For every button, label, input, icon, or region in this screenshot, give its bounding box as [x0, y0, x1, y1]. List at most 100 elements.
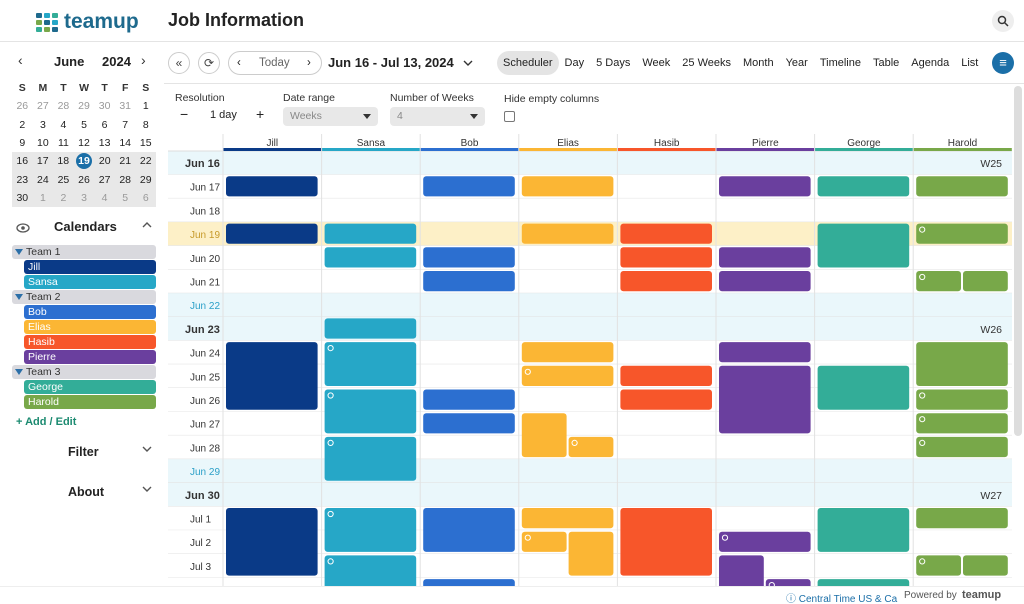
mini-cal-day[interactable]: 31 [119, 100, 132, 113]
event-block[interactable] [568, 436, 614, 458]
event-block[interactable] [423, 389, 515, 410]
next-period-button[interactable]: › [307, 57, 311, 69]
view-tab[interactable]: Week [642, 57, 671, 69]
mini-cal-day[interactable]: 28 [119, 173, 132, 186]
mini-cal-day[interactable]: 27 [37, 100, 49, 113]
event-block[interactable] [521, 531, 567, 552]
view-tab[interactable]: List [961, 57, 979, 69]
calendar-item[interactable]: Sansa [24, 275, 156, 289]
event-block[interactable] [568, 531, 614, 576]
event-block[interactable] [620, 365, 712, 386]
event-block[interactable] [817, 365, 910, 410]
event-block[interactable] [817, 508, 910, 552]
mini-cal-day[interactable]: 7 [122, 118, 129, 131]
calendar-item[interactable]: Jill [24, 260, 156, 274]
mini-cal-next-button[interactable]: › [141, 52, 146, 68]
event-block[interactable] [226, 508, 318, 576]
calendar-item[interactable]: Pierre [24, 350, 156, 364]
date-range-select[interactable]: Weeks [283, 107, 378, 126]
hide-empty-checkbox[interactable] [504, 111, 515, 122]
event-block[interactable] [719, 271, 811, 292]
mini-cal-day[interactable]: 6 [142, 191, 149, 204]
mini-cal-day[interactable]: 10 [37, 137, 49, 150]
event-block[interactable] [765, 579, 811, 586]
event-block[interactable] [963, 271, 1008, 292]
mini-cal-day[interactable]: 23 [16, 173, 29, 186]
event-block[interactable] [521, 508, 614, 529]
event-block[interactable] [620, 508, 712, 576]
view-tab[interactable]: 25 Weeks [682, 57, 731, 69]
event-block[interactable] [817, 176, 910, 197]
event-block[interactable] [324, 436, 417, 481]
event-block[interactable] [817, 579, 910, 586]
event-block[interactable] [817, 223, 910, 268]
mini-cal-day[interactable]: 4 [101, 191, 108, 204]
mini-cal-day[interactable]: 18 [57, 155, 70, 168]
event-block[interactable] [324, 318, 417, 339]
vertical-scrollbar[interactable] [1014, 86, 1022, 436]
mini-cal-day[interactable]: 29 [139, 173, 152, 186]
view-tab[interactable]: Agenda [911, 57, 950, 69]
team-group-2[interactable]: Team 2 [12, 290, 156, 304]
mini-cal-day[interactable]: 22 [139, 155, 152, 168]
event-block[interactable] [423, 413, 515, 434]
mini-cal-day[interactable]: 12 [78, 137, 90, 150]
view-tab[interactable]: Table [872, 57, 900, 69]
event-block[interactable] [916, 342, 1008, 386]
mini-cal-day[interactable]: 16 [16, 155, 29, 168]
date-range-picker[interactable]: Jun 16 - Jul 13, 2024 [328, 55, 473, 70]
event-block[interactable] [521, 342, 614, 363]
mini-cal-day[interactable]: 8 [142, 118, 149, 131]
mini-cal-day[interactable]: 2 [19, 118, 26, 131]
timezone-link[interactable]: ⓘ Central Time US & Ca [786, 594, 898, 604]
event-block[interactable] [620, 247, 712, 268]
add-edit-link[interactable]: + Add / Edit [16, 416, 77, 428]
event-block[interactable] [916, 176, 1008, 197]
calendar-item[interactable]: Hasib [24, 335, 156, 349]
event-block[interactable] [423, 271, 515, 292]
team-group-3[interactable]: Team 3 [12, 365, 156, 379]
chevron-down-icon[interactable] [142, 444, 152, 456]
mini-cal-day[interactable]: 29 [78, 100, 90, 113]
event-block[interactable] [226, 176, 318, 197]
mini-cal-day[interactable]: 13 [98, 137, 111, 150]
calendar-item[interactable]: Elias [24, 320, 156, 334]
mini-cal-day[interactable]: 17 [36, 155, 49, 168]
event-block[interactable] [423, 579, 515, 586]
mini-cal-day[interactable]: 6 [101, 118, 108, 131]
footer-brand[interactable]: teamup [962, 589, 1002, 601]
event-block[interactable] [719, 342, 811, 363]
today-button[interactable]: Today [259, 57, 290, 69]
event-block[interactable] [521, 223, 614, 244]
mini-cal-day[interactable]: 25 [57, 173, 70, 186]
refresh-button[interactable]: ⟳ [198, 52, 220, 74]
mini-cal-day[interactable]: 20 [98, 155, 111, 168]
event-block[interactable] [226, 342, 318, 410]
view-tab[interactable]: 5 Days [596, 57, 631, 69]
prev-period-button[interactable]: ‹ [237, 57, 241, 69]
event-block[interactable] [521, 413, 567, 458]
chevron-up-icon[interactable] [142, 219, 152, 231]
mini-cal-day[interactable]: 14 [119, 137, 132, 150]
event-block[interactable] [916, 436, 1008, 458]
mini-cal-day[interactable]: 24 [37, 173, 49, 186]
mini-cal-week[interactable]: 30 1 2 3 4 5 6 [12, 188, 156, 208]
event-block[interactable] [423, 508, 515, 552]
mini-cal-day[interactable]: 3 [81, 191, 87, 204]
event-block[interactable] [423, 176, 515, 197]
increase-resolution-button[interactable]: + [256, 106, 265, 122]
mini-cal-week[interactable]: 23 24 25 26 27 28 29 [12, 170, 156, 189]
event-block[interactable] [620, 389, 712, 410]
teamup-logo[interactable]: teamup [36, 10, 139, 34]
mini-cal-day[interactable]: 4 [60, 118, 67, 131]
event-block[interactable] [521, 365, 614, 386]
event-block[interactable] [916, 223, 1008, 244]
mini-cal-day[interactable]: 30 [98, 100, 111, 113]
event-block[interactable] [324, 342, 417, 386]
event-block[interactable] [719, 531, 811, 552]
event-block[interactable] [719, 247, 811, 268]
event-block[interactable] [916, 555, 961, 576]
view-tab[interactable]: Scheduler [497, 51, 559, 75]
view-tab[interactable]: Timeline [819, 57, 861, 69]
